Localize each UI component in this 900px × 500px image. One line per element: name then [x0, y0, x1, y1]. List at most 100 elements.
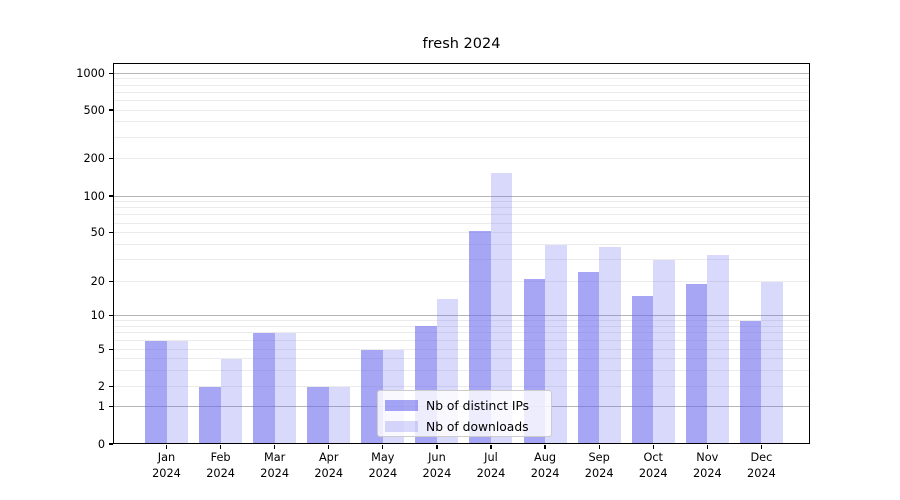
y-tick-label: 200 — [83, 152, 105, 165]
gridline-minor — [113, 281, 810, 282]
x-tick-label: Aug 2024 — [530, 451, 560, 480]
y-tick-label: 10 — [90, 309, 105, 322]
x-tick-mark — [544, 444, 546, 449]
y-tick-label: 100 — [83, 189, 105, 203]
x-tick-mark — [706, 444, 708, 449]
legend: Nb of distinct IPs Nb of downloads — [377, 390, 552, 437]
y-tick-mark — [109, 406, 113, 408]
y-tick-mark — [109, 280, 113, 283]
y-tick-mark — [109, 72, 113, 74]
x-tick-label: Jan 2024 — [152, 451, 181, 480]
bar-downloads-jan — [166, 340, 188, 444]
bar-distinct-ips-oct — [631, 295, 654, 444]
gridline-major — [113, 315, 810, 316]
bar-distinct-ips-apr — [307, 386, 329, 444]
legend-label-distinct-ips: Nb of distinct IPs — [426, 398, 530, 413]
y-tick-mark — [109, 348, 113, 351]
y-tick-label: 5 — [97, 343, 105, 356]
legend-swatch-downloads — [385, 421, 418, 432]
y-tick-mark — [109, 314, 113, 317]
x-tick-mark — [274, 444, 276, 449]
x-tick-mark — [165, 444, 168, 449]
plot-area: Nb of distinct IPs Nb of downloads — [113, 63, 810, 444]
bar-distinct-ips-feb — [199, 386, 221, 444]
y-tick-mark — [109, 157, 113, 160]
bar-distinct-ips-mar — [253, 332, 275, 444]
y-tick-label: 2 — [97, 380, 105, 394]
bar-downloads-feb — [220, 358, 243, 444]
y-tick-mark — [109, 195, 113, 197]
gridline-minor — [113, 158, 810, 159]
bar-downloads-sep — [599, 247, 621, 444]
bar-distinct-ips-nov — [685, 284, 708, 444]
x-tick-label: Apr 2024 — [314, 451, 344, 480]
y-tick-label: 50 — [90, 226, 105, 240]
bar-distinct-ips-jan — [145, 340, 167, 444]
gridline-minor — [113, 121, 810, 123]
legend-label-downloads: Nb of downloads — [426, 419, 529, 434]
x-tick-mark — [490, 444, 492, 449]
gridline-minor — [113, 259, 810, 261]
x-tick-label: Dec 2024 — [747, 451, 776, 480]
legend-row-distinct-ips: Nb of distinct IPs — [385, 395, 544, 416]
gridline-minor — [113, 84, 810, 86]
y-tick-label: 500 — [83, 103, 105, 117]
x-tick-label: Mar 2024 — [260, 451, 290, 480]
x-tick-mark — [219, 444, 222, 449]
gridline-minor — [113, 358, 810, 360]
y-tick-label: 0 — [97, 437, 105, 451]
gridline-minor — [113, 244, 810, 246]
x-tick-mark — [760, 444, 762, 449]
x-tick-label: Sep 2024 — [584, 451, 614, 480]
bar-downloads-nov — [707, 254, 729, 444]
gridline-minor — [113, 136, 810, 138]
y-tick-mark — [109, 386, 113, 388]
gridline-minor — [113, 99, 810, 101]
y-tick-label: 20 — [90, 275, 105, 288]
gridline-minor — [113, 369, 810, 371]
gridline-minor — [113, 222, 810, 224]
x-tick-mark — [328, 444, 330, 449]
bar-downloads-apr — [328, 386, 351, 444]
bar-downloads-jul — [490, 173, 513, 444]
bar-downloads-mar — [274, 332, 297, 444]
gridline-minor — [113, 78, 810, 80]
x-tick-mark — [652, 444, 654, 449]
gridline-minor — [113, 232, 810, 234]
gridline-minor — [113, 214, 810, 216]
y-tick-label: 1 — [97, 400, 105, 414]
bar-distinct-ips-sep — [577, 271, 600, 444]
gridline-minor — [113, 386, 810, 388]
gridline-minor — [113, 340, 810, 342]
chart-title: fresh 2024 — [422, 36, 501, 52]
x-tick-mark — [382, 444, 384, 449]
gridline-minor — [113, 91, 810, 93]
x-tick-label: Jul 2024 — [476, 451, 506, 480]
gridline-minor — [113, 109, 810, 111]
gridline-minor — [113, 320, 810, 322]
gridline-minor — [113, 201, 810, 203]
bar-distinct-ips-dec — [739, 320, 762, 444]
y-tick-label: 1000 — [76, 66, 105, 80]
x-tick-label: Feb 2024 — [206, 451, 235, 480]
bar-downloads-dec — [761, 281, 783, 444]
legend-row-downloads: Nb of downloads — [385, 416, 544, 437]
gridline-minor — [113, 325, 810, 327]
y-tick-mark — [109, 443, 113, 445]
x-tick-mark — [598, 444, 600, 449]
bar-downloads-oct — [653, 259, 675, 444]
gridline-major — [113, 72, 810, 74]
x-tick-mark — [436, 444, 438, 449]
gridline-minor — [113, 349, 810, 350]
legend-swatch-distinct-ips — [385, 400, 418, 411]
x-tick-label: Oct 2024 — [638, 451, 668, 480]
x-tick-label: Jun 2024 — [422, 451, 452, 480]
gridline-minor — [113, 332, 810, 334]
gridline-major — [113, 195, 810, 197]
y-tick-mark — [109, 232, 113, 234]
y-tick-mark — [109, 109, 113, 111]
gridline-minor — [113, 207, 810, 209]
x-tick-label: May 2024 — [368, 451, 398, 480]
x-tick-label: Nov 2024 — [692, 451, 722, 480]
